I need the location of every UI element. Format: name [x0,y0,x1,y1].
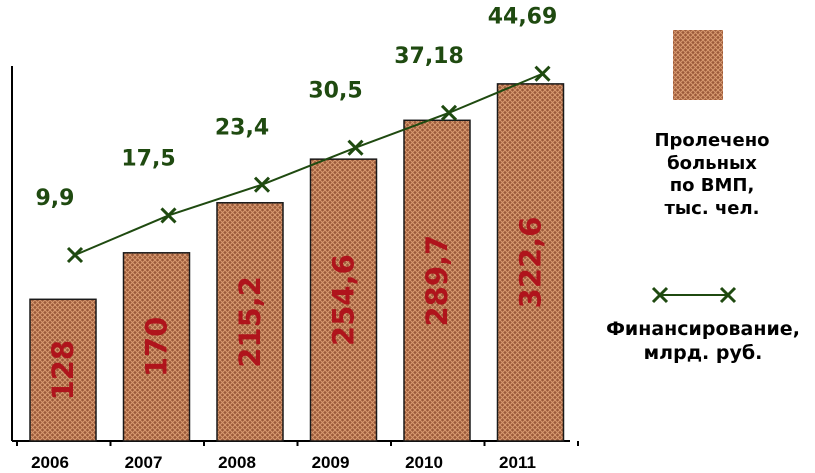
x-tick-label: 2006 [31,453,69,472]
line-value-label: 9,9 [36,186,75,211]
bar-value-label: 322,6 [514,217,548,309]
bar [309,158,378,442]
x-tick-label: 2009 [312,453,350,472]
legend-bar-swatch [673,30,723,100]
line-marker [160,207,177,224]
legend-bar-line-1: Пролечено [654,130,770,151]
bar-value-label: 170 [140,317,174,378]
bars [29,83,565,442]
line-value-label: 23,4 [215,116,269,141]
bar [29,298,97,442]
bar-value-label: 128 [46,340,80,401]
legend-line-marker-x [719,286,737,304]
line-marker [347,139,364,156]
line-path [74,72,543,256]
legend-line-marker [651,286,737,304]
legend-bar-label: Пролечено больных по ВМП, тыс. чел. [622,130,802,220]
x-axis-ticks: 2006 2007 2008 2009 2010 2011 [31,453,536,472]
bar-value-label: 254,6 [327,254,361,346]
line-marker [534,65,551,82]
line-marker [440,104,458,121]
x-tick-label: 2011 [499,453,536,472]
line-value-label: 44,69 [488,5,558,30]
x-tick-label: 2010 [405,453,443,472]
line-labels: 9,9 17,5 23,4 30,5 37,18 44,69 [36,5,558,211]
bar [216,202,284,442]
bar-labels: 128 170 215,2 254,6 289,7 322,6 [46,217,548,401]
line-series [66,65,551,264]
legend-bar-line-4: тыс. чел. [664,197,760,219]
x-tick-label: 2007 [125,453,163,472]
line-marker [253,176,271,193]
legend-bar-line-2: больных [667,152,757,174]
bar [496,83,565,442]
bar [122,252,191,442]
bar-value-label: 289,7 [420,235,454,327]
line-value-label: 37,18 [394,44,464,69]
legend-bar-line-3: по ВМП, [669,175,755,196]
legend-line-marker-x [651,286,669,304]
legend-line-line-1: Финансирование, [606,318,800,340]
legend-line-label: Финансирование, млрд. руб. [592,318,814,366]
bar [403,119,471,442]
x-tick-label: 2008 [218,453,256,472]
legend-line-line-2: млрд. руб. [643,341,763,364]
line-value-label: 17,5 [121,146,175,171]
line-marker [66,246,84,264]
line-value-label: 30,5 [308,79,362,104]
bar-value-label: 215,2 [233,276,267,368]
axes [11,66,579,446]
